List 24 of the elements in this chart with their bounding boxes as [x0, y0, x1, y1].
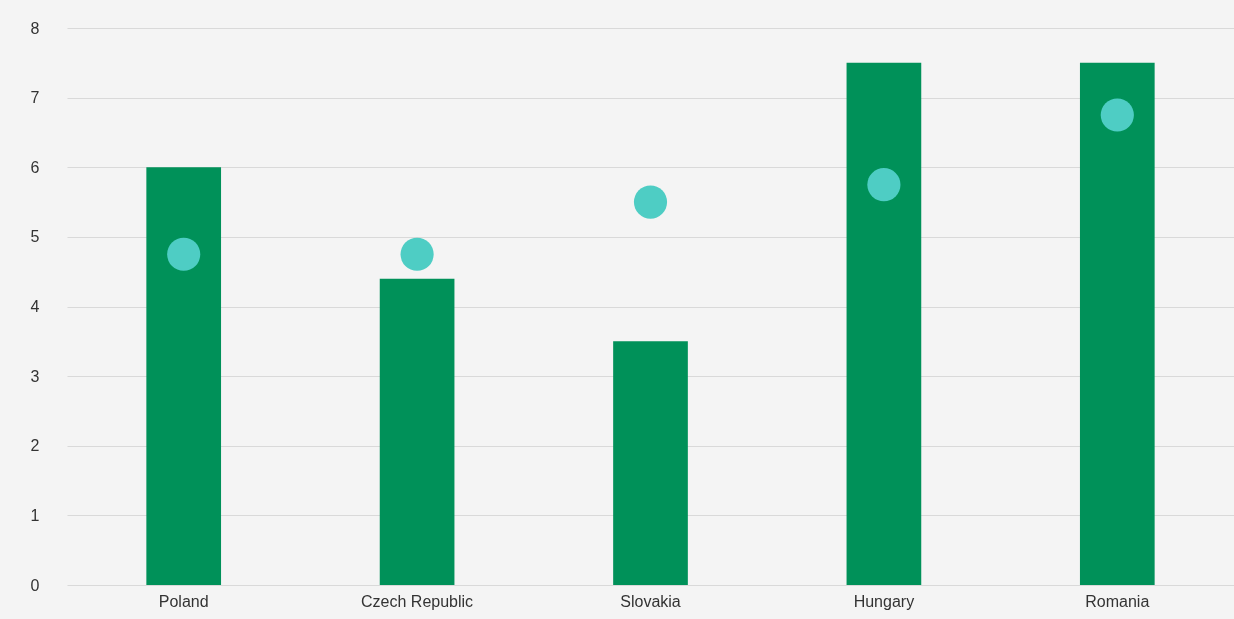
- y-tick-label: 3: [30, 367, 40, 385]
- y-tick-label: 5: [30, 228, 40, 246]
- point: [1100, 98, 1134, 132]
- bar: [613, 341, 688, 585]
- y-tick-label: 8: [30, 19, 40, 37]
- x-tick-label: Slovakia: [620, 592, 681, 610]
- x-tick-label: Hungary: [853, 592, 915, 610]
- y-tick-label: 2: [30, 437, 40, 455]
- y-tick-label: 0: [30, 576, 40, 594]
- point: [867, 168, 901, 202]
- point: [633, 185, 668, 219]
- bar: [846, 62, 922, 585]
- bar: [379, 278, 455, 585]
- bar: [1079, 62, 1155, 585]
- x-tick-label: Poland: [158, 592, 209, 610]
- y-tick-label: 7: [30, 89, 40, 107]
- y-tick-label: 1: [30, 506, 40, 524]
- point: [400, 237, 434, 271]
- y-tick-label: 6: [30, 158, 40, 176]
- bar: [146, 167, 222, 585]
- x-tick-label: Romania: [1085, 592, 1150, 610]
- point: [167, 237, 201, 271]
- x-tick-label: Czech Republic: [361, 592, 474, 610]
- y-tick-label: 4: [30, 298, 40, 315]
